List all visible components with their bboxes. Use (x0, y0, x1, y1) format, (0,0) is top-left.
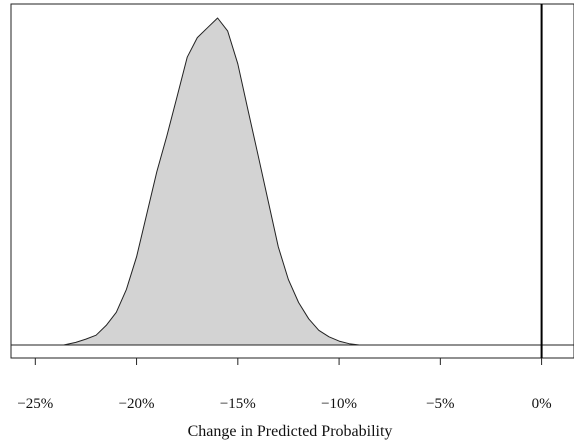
chart-marks (11, 4, 574, 358)
x-tick-label: 0% (532, 396, 552, 412)
x-axis-label: Change in Predicted Probability (188, 423, 393, 440)
x-tick-label: −25% (17, 396, 53, 412)
plot-frame (10, 3, 574, 359)
x-tick-label: −15% (220, 396, 256, 412)
x-tick-label: −20% (119, 396, 155, 412)
x-axis-ticks: −25% −20% −15% −10% −5% 0% (17, 358, 552, 412)
x-tick-label: −10% (321, 396, 357, 412)
x-tick-label: −5% (426, 396, 454, 412)
density-area (63, 17, 360, 346)
